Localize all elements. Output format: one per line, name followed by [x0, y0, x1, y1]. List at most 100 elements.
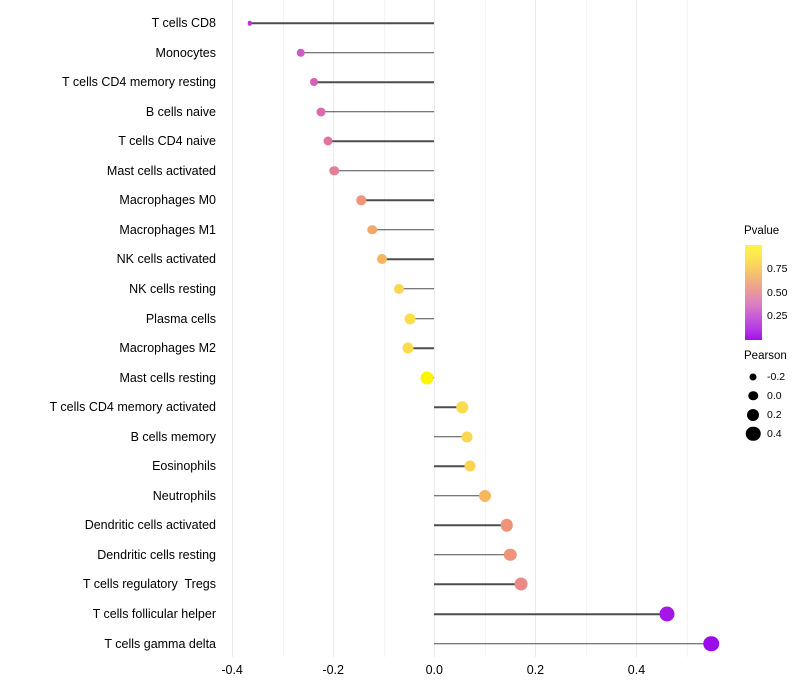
- gridline-major: [232, 0, 234, 657]
- lollipop-point[interactable]: [329, 166, 339, 176]
- y-axis-tick-label: B cells memory: [130, 429, 216, 444]
- lollipop-stem: [434, 613, 667, 615]
- colorbar-tick-label: 0.25: [767, 310, 788, 323]
- legend-size-row: 0.2: [736, 405, 800, 424]
- legend-size-label: 0.4: [767, 427, 782, 440]
- plot-panel: [222, 0, 730, 657]
- lollipop-stem: [398, 288, 435, 290]
- gridline-minor: [585, 0, 587, 657]
- x-axis-tick-label: 0.0: [425, 663, 443, 677]
- lollipop-point[interactable]: [514, 577, 528, 591]
- lollipop-point[interactable]: [404, 313, 416, 324]
- legend-pvalue: Pvalue 0.75 0.50 0.25: [736, 225, 800, 340]
- gridline-major: [434, 0, 436, 657]
- lollipop-stem: [300, 51, 435, 54]
- gridline-major: [333, 0, 335, 657]
- legend-size-dot: [749, 373, 757, 380]
- lollipop-point[interactable]: [464, 460, 476, 472]
- lollipop-point[interactable]: [703, 635, 720, 652]
- y-axis-category-labels: T cells CD8 Monocytes T cells CD4 memory r…: [0, 0, 217, 700]
- lollipop-point[interactable]: [402, 342, 414, 354]
- y-axis-tick-label: Mast cells activated: [106, 163, 216, 178]
- lollipop-point[interactable]: [503, 548, 517, 562]
- legend-pearson-items: -0.2 0.0 0.2 0.4: [736, 367, 800, 443]
- y-axis-tick-label: T cells CD4 memory resting: [62, 74, 216, 89]
- lollipop-point[interactable]: [456, 401, 468, 413]
- colorbar-tick: [736, 316, 742, 318]
- y-axis-tick-label: Macrophages M0: [119, 193, 216, 208]
- y-axis-tick-label: T cells gamma delta: [104, 636, 216, 651]
- x-axis-tick-label: -0.2: [322, 663, 344, 677]
- legend-size-dot: [748, 390, 758, 401]
- colorbar-tick: [736, 268, 742, 270]
- lollipop-stem: [372, 229, 435, 231]
- lollipop-stem: [408, 347, 435, 349]
- lollipop-stem: [334, 170, 435, 172]
- lollipop-point[interactable]: [356, 195, 366, 206]
- lollipop-stem: [434, 524, 507, 527]
- y-axis-tick-label: NK cells resting: [129, 281, 216, 296]
- gridline-major: [636, 0, 638, 657]
- y-axis-tick-label: T cells follicular helper: [92, 606, 216, 621]
- lollipop-stem: [361, 199, 435, 202]
- gridline-minor: [383, 0, 385, 657]
- x-axis-tick-label: 0.2: [526, 663, 545, 677]
- y-axis-tick-label: Plasma cells: [145, 311, 216, 326]
- y-axis-tick-label: Mast cells resting: [119, 370, 216, 385]
- y-axis-tick-label: T cells CD4 naive: [118, 133, 216, 148]
- lollipop-stem: [249, 22, 435, 24]
- legend-size-label: 0.0: [767, 389, 782, 402]
- y-axis-tick-label: Dendritic cells resting: [97, 547, 216, 562]
- colorbar-tick-label: 0.75: [767, 262, 788, 275]
- colorbar-tick-label: 0.50: [767, 286, 788, 299]
- lollipop-stem: [410, 317, 435, 320]
- lollipop-point[interactable]: [393, 283, 404, 294]
- lollipop-point[interactable]: [500, 519, 513, 532]
- legend-size-row: 0.4: [736, 424, 800, 443]
- pvalue-colorbar: [736, 245, 762, 340]
- lollipop-point[interactable]: [420, 371, 434, 385]
- lollipop-point[interactable]: [316, 107, 326, 117]
- lollipop-stem: [434, 495, 485, 497]
- legend-size-label: 0.2: [767, 408, 782, 421]
- lollipop-stem: [434, 435, 468, 438]
- lollipop-stem: [434, 583, 522, 586]
- y-axis-tick-label: Dendritic cells activated: [84, 518, 216, 533]
- y-axis-tick-label: T cells CD8: [151, 15, 216, 30]
- lollipop-point[interactable]: [377, 254, 388, 265]
- lollipop-point[interactable]: [659, 606, 675, 622]
- lollipop-point[interactable]: [367, 225, 377, 235]
- y-axis-tick-label: Macrophages M1: [119, 222, 216, 237]
- lollipop-stem: [434, 642, 712, 645]
- legend-pearson-title: Pearson: [744, 350, 787, 362]
- legend-size-label: -0.2: [767, 370, 786, 383]
- lollipop-stem: [313, 81, 435, 83]
- lollipop-stem: [382, 258, 435, 261]
- lollipop-point[interactable]: [296, 48, 306, 57]
- lollipop-point[interactable]: [309, 78, 318, 87]
- legend-pvalue-title: Pvalue: [744, 225, 780, 237]
- legend-size-row: -0.2: [736, 367, 800, 386]
- y-axis-tick-label: Eosinophils: [152, 459, 216, 473]
- x-axis-tick-label: -0.4: [221, 663, 243, 677]
- gridline-major: [535, 0, 537, 657]
- lollipop-point[interactable]: [461, 431, 473, 443]
- legend-size-dot: [745, 426, 761, 441]
- lollipop-point[interactable]: [247, 20, 253, 26]
- lollipop-stem: [434, 406, 463, 408]
- colorbar-tick: [736, 292, 742, 294]
- lollipop-stem: [434, 554, 511, 556]
- y-axis-tick-label: B cells naive: [145, 104, 216, 119]
- gridline-minor: [484, 0, 486, 657]
- y-axis-tick-label: Macrophages M2: [119, 340, 216, 355]
- lollipop-point[interactable]: [478, 489, 491, 502]
- lollipop-point[interactable]: [323, 136, 333, 146]
- legend-size-dot: [747, 408, 759, 421]
- y-axis-tick-label: Monocytes: [155, 45, 216, 60]
- lollipop-stem: [321, 110, 435, 113]
- lollipop-stem: [328, 140, 435, 142]
- gridline-minor: [687, 0, 689, 657]
- legend-pearson: Pearson -0.2 0.0 0.2 0.4: [736, 350, 800, 443]
- lollipop-stem: [434, 465, 470, 467]
